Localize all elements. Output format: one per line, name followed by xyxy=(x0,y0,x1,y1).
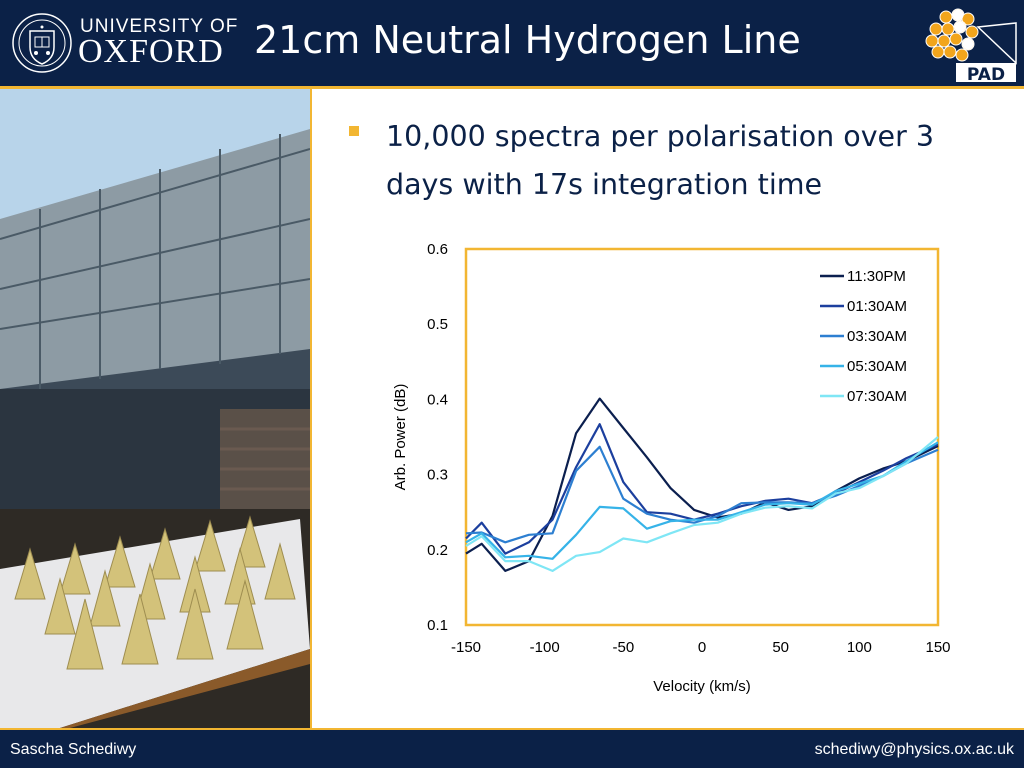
bullet-marker-icon xyxy=(349,126,359,136)
footer-author: Sascha Schediwy xyxy=(10,741,137,758)
series-layer xyxy=(465,397,939,572)
y-tick-label: 0.6 xyxy=(427,241,448,258)
footer-email: schediwy@physics.ox.ac.uk xyxy=(814,741,1014,758)
y-tick-label: 0.4 xyxy=(427,391,448,408)
x-tick-label: 100 xyxy=(847,639,872,656)
spectra-chart: 0.10.20.30.40.50.6 -150 -100 -50 0 50 100 150 … xyxy=(392,241,951,695)
plot-area xyxy=(464,247,940,627)
x-tick-label: 0 xyxy=(698,639,706,656)
series-line-4 xyxy=(465,436,939,572)
photo-divider xyxy=(310,89,312,728)
x-tick-label: -100 xyxy=(530,639,560,656)
y-tick-label: 0.2 xyxy=(427,542,448,559)
x-axis-label: Velocity (km/s) xyxy=(653,678,751,695)
series-line-0 xyxy=(465,397,939,572)
legend: 11:30PM 01:30AM 03:30AM 05:30AM 07:30AM xyxy=(820,268,907,405)
x-tick-label: -150 xyxy=(451,639,481,656)
y-tick-label: 0.5 xyxy=(427,316,448,333)
header-divider xyxy=(0,86,1024,89)
y-axis-label: Arb. Power (dB) xyxy=(392,384,409,491)
legend-label: 11:30PM xyxy=(847,268,906,285)
university-name: OXFORD xyxy=(78,33,224,70)
y-axis-ticks: 0.1 0.2 0.3 0.4 0.5 0.6 xyxy=(427,241,448,634)
series-line-3 xyxy=(465,441,939,560)
y-tick-label: 0.3 xyxy=(427,467,448,484)
footer-divider xyxy=(0,728,1024,730)
footer-bar xyxy=(0,728,1024,768)
antenna-array-photo xyxy=(0,89,310,728)
legend-label: 03:30AM xyxy=(847,328,907,345)
legend-label: 01:30AM xyxy=(847,298,907,315)
slide-title: 21cm Neutral Hydrogen Line xyxy=(254,18,801,62)
pad-logo-text: PAD xyxy=(967,65,1005,83)
x-axis-ticks: -150 -100 -50 0 50 100 150 xyxy=(451,639,951,656)
y-tick-label: 0.1 xyxy=(427,617,448,634)
pad-logo: PAD xyxy=(925,8,1017,83)
x-tick-label: 50 xyxy=(772,639,789,656)
bullet-item: 10,000 spectra per polarisation over 3 d… xyxy=(386,120,934,201)
header-bar xyxy=(0,0,1024,86)
x-tick-label: -50 xyxy=(612,639,634,656)
legend-label: 05:30AM xyxy=(847,358,907,375)
university-label: UNIVERSITY OF xyxy=(80,16,239,37)
legend-label: 07:30AM xyxy=(847,388,907,405)
x-tick-label: 150 xyxy=(925,639,950,656)
oxford-crest-icon xyxy=(12,13,72,73)
